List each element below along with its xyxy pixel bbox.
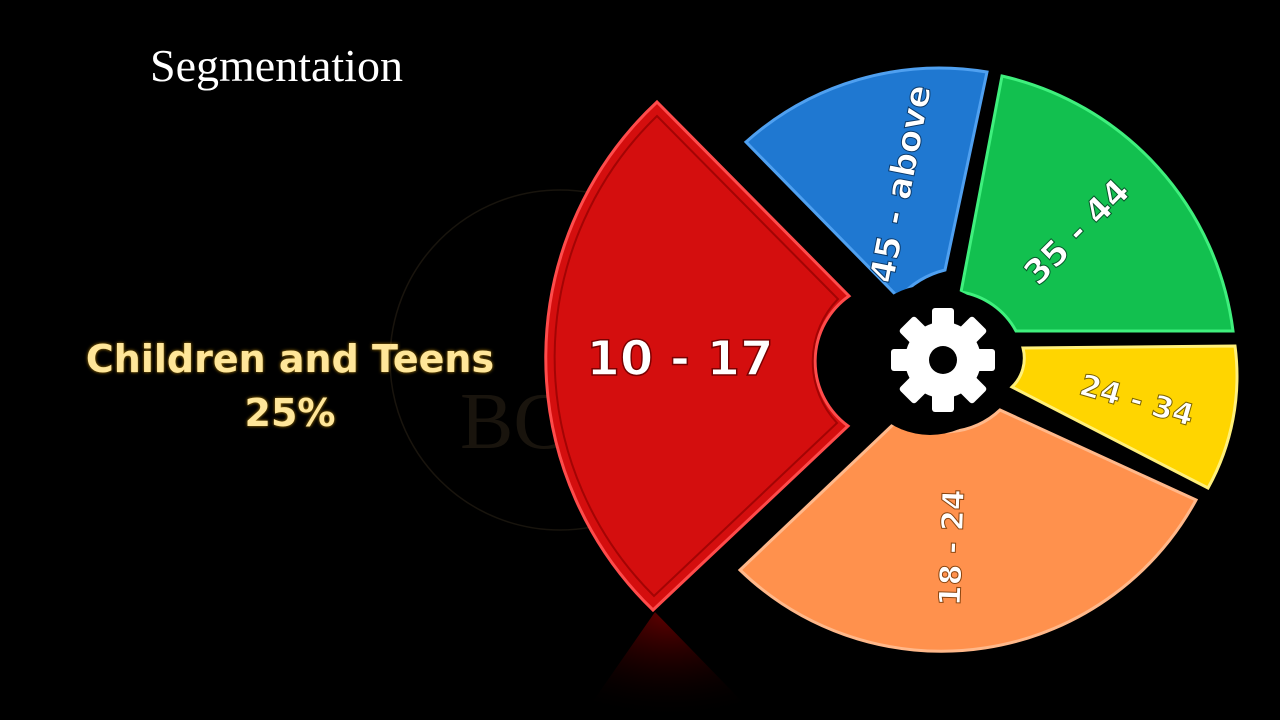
red-reflection (580, 612, 760, 720)
page-title: Segmentation (150, 40, 403, 91)
segment-label-18-24: 18 - 24 (933, 489, 972, 607)
segment-label-10-17: 10 - 17 (587, 331, 774, 387)
gear-icon[interactable] (891, 308, 995, 412)
segment-18-24[interactable]: 18 - 24 (737, 408, 1199, 653)
highlight-caption: Children and Teens 25% (40, 332, 540, 440)
segment-10-17[interactable]: 10 - 17 (544, 99, 852, 613)
segment-35-44[interactable]: 35 - 44 (959, 74, 1235, 333)
highlight-heading: Children and Teens (85, 337, 495, 381)
segment-24-34[interactable]: 24 - 34 (1009, 344, 1239, 490)
highlight-percent: 25% (244, 391, 336, 435)
segment-45-above[interactable]: 45 - above (743, 66, 989, 301)
